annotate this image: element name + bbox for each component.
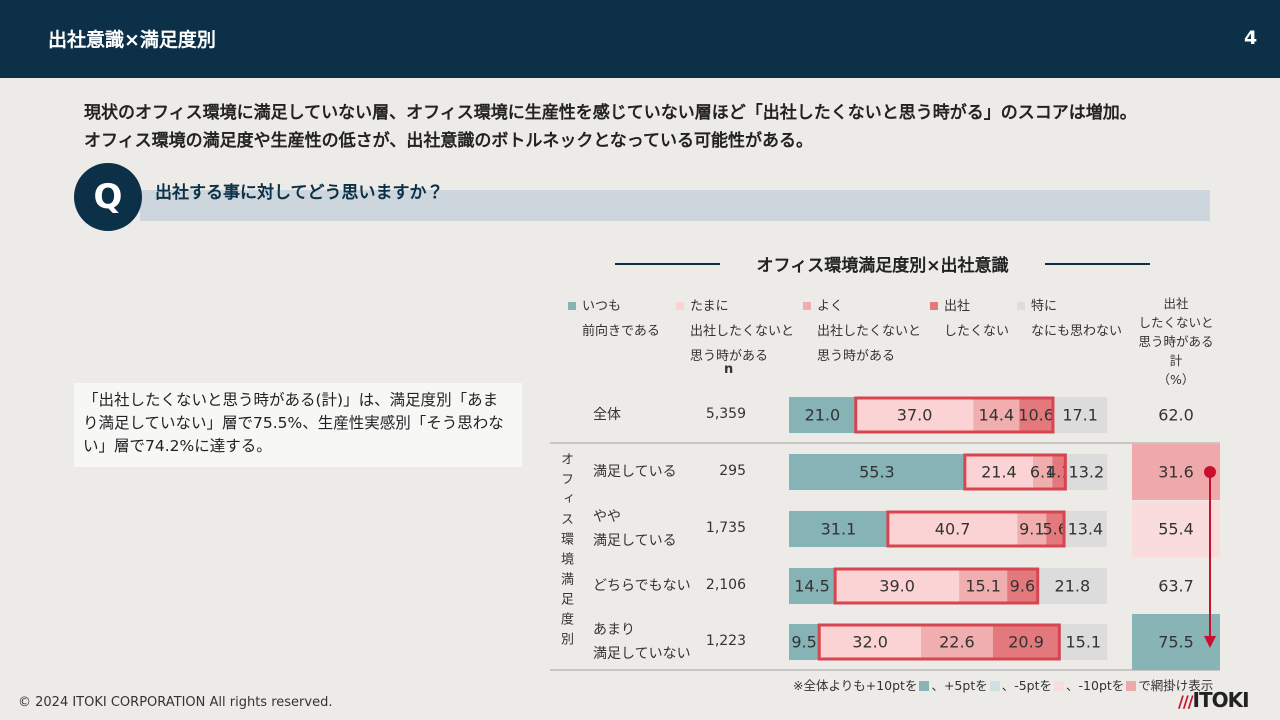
total-highlight	[1132, 614, 1220, 670]
bar-label: 5.6	[1042, 520, 1067, 539]
net-outline	[963, 453, 1067, 491]
bar-label: 17.1	[1062, 406, 1098, 425]
page-number: 4	[1244, 27, 1258, 49]
bar-label: 13.4	[1068, 520, 1104, 539]
bar-label: 21.0	[805, 406, 841, 425]
net-outline	[886, 510, 1066, 548]
bar-segment	[887, 511, 1018, 547]
total-value: 62.0	[1158, 406, 1194, 425]
bar-segment	[789, 568, 836, 604]
bar-segment	[1019, 397, 1053, 433]
trend-arrow-start	[1204, 466, 1216, 478]
bar-label: 10.6	[1018, 406, 1054, 425]
total-value: 63.7	[1158, 577, 1194, 596]
bar-segment	[855, 397, 974, 433]
bar-label: 9.5	[791, 633, 816, 652]
header-title: 出社意識×満足度別	[48, 29, 216, 51]
trend-arrow-head	[1204, 636, 1216, 648]
net-outline	[854, 396, 1055, 434]
bar-label: 9.6	[1010, 577, 1035, 596]
bar-segment	[920, 624, 993, 660]
bar-label: 22.6	[939, 633, 975, 652]
logo-icon: ///	[1178, 692, 1194, 711]
bar-label: 14.5	[794, 577, 830, 596]
chart-title: オフィス環境満足度別×出社意識	[756, 256, 1009, 276]
bar-segment	[1065, 454, 1108, 490]
bar-label: 39.0	[879, 577, 915, 596]
lead-line: オフィス環境の満足度や生産性の低さが、出社意識のボトルネックとなっている可能性が…	[84, 131, 813, 151]
bar-label: 13.2	[1069, 463, 1105, 482]
bar-label: 40.7	[935, 520, 971, 539]
title-rule	[615, 263, 720, 265]
bar-segment	[992, 624, 1060, 660]
question-bar	[140, 190, 1210, 221]
bar-label: 37.0	[897, 406, 933, 425]
bar-label: 14.4	[979, 406, 1015, 425]
logo-text: ITOKI	[1192, 688, 1250, 712]
bar-label: 20.9	[1008, 633, 1044, 652]
bar-label: 9.1	[1019, 520, 1044, 539]
bar-label: 32.0	[852, 633, 888, 652]
total-value: 31.6	[1158, 463, 1194, 482]
bar-segment	[789, 397, 856, 433]
bar-segment	[789, 454, 965, 490]
bar-segment	[1064, 511, 1107, 547]
bar-label: 15.1	[965, 577, 1001, 596]
bar-label: 55.3	[859, 463, 895, 482]
bar-segment	[1032, 454, 1053, 490]
bar-segment	[964, 454, 1033, 490]
bar-segment	[1052, 454, 1066, 490]
bar-segment	[789, 624, 820, 660]
question-mark: Q	[74, 163, 142, 231]
lead-line: 現状のオフィス環境に満足していない層、オフィス環境に生産性を感じていない層ほど「…	[84, 103, 1137, 123]
bar-segment	[959, 568, 1008, 604]
net-outline	[817, 623, 1061, 661]
logo: ///ITOKI	[1178, 688, 1250, 712]
bar-segment	[789, 511, 888, 547]
bar-segment	[1059, 624, 1108, 660]
question-text: 出社する事に対してどう思いますか？	[155, 183, 444, 203]
callout: 「出社したくないと思う時がある(計)」は、満足度別「あまり満足していない」層で7…	[74, 383, 522, 467]
net-outline	[833, 567, 1040, 605]
total-value: 55.4	[1158, 520, 1194, 539]
bar-segment	[1052, 397, 1108, 433]
bar-segment	[835, 568, 960, 604]
bar-label: 21.8	[1055, 577, 1091, 596]
bar-label: 6.1	[1030, 463, 1055, 482]
copyright: © 2024 ITOKI CORPORATION All rights rese…	[18, 695, 333, 710]
bar-label: 15.1	[1065, 633, 1101, 652]
bar-segment	[973, 397, 1020, 433]
total-highlight	[1132, 501, 1220, 557]
bar-segment	[1046, 511, 1065, 547]
bar-segment	[819, 624, 921, 660]
bar-segment	[1037, 568, 1107, 604]
title-rule	[1045, 263, 1150, 265]
bar-segment	[1017, 511, 1047, 547]
bar-label: 21.4	[981, 463, 1017, 482]
header-bar	[0, 0, 1280, 78]
total-value: 75.5	[1158, 633, 1194, 652]
bar-segment	[1007, 568, 1038, 604]
bar-label: 31.1	[821, 520, 857, 539]
